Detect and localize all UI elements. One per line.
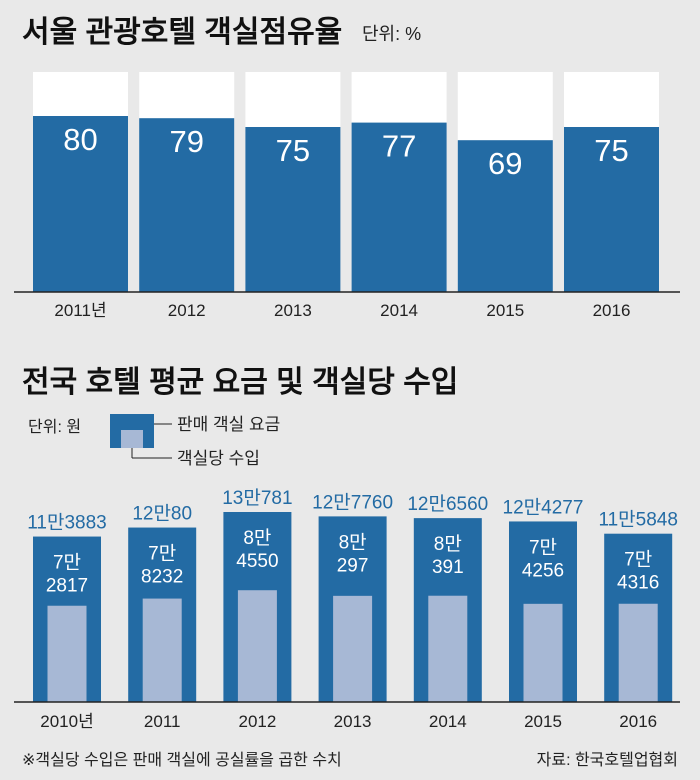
bar [139, 118, 235, 292]
legend-label-revenue: 객실당 수입 [177, 449, 260, 468]
data-label-revenue-rest: 297 [337, 555, 369, 576]
chart1-unit: 단위: % [362, 24, 421, 44]
data-label-revenue-man: 7만 [529, 536, 557, 558]
data-label-room-rate: 12만6560 [407, 493, 488, 515]
chart2-plot: 11만38837만28172010년12만807만8232201113만7818… [14, 487, 680, 731]
legend-swatch-revenue [121, 430, 143, 448]
data-label-revenue-man: 7만 [53, 552, 81, 574]
chart1-title: 서울 관광호텔 객실점유율 [22, 16, 342, 49]
x-tick-label: 2014 [380, 301, 418, 320]
chart1-plot: 80 2011년 79 2012 75 2013 77 2014 69 2015 75 2016 [14, 72, 680, 320]
data-label-revenue-rest: 4256 [522, 560, 564, 581]
data-label-revenue-man: 8만 [339, 531, 367, 553]
x-tick-label: 2010년 [40, 712, 93, 731]
chart2-legend: 판매 객실 요금 객실당 수입 [110, 414, 280, 468]
bar [351, 122, 447, 292]
bar-revenue [47, 605, 87, 702]
data-label-room-rate: 12만4277 [503, 496, 584, 518]
bar-revenue [142, 598, 182, 702]
data-label: 75 [594, 133, 628, 168]
chart2-title: 전국 호텔 평균 요금 및 객실당 수입 [22, 366, 458, 399]
data-label: 80 [63, 122, 97, 157]
bar-revenue [523, 603, 563, 702]
x-tick-label: 2015 [524, 712, 562, 731]
data-label-revenue-man: 7만 [148, 543, 176, 565]
data-label-revenue-man: 7만 [624, 549, 652, 571]
x-tick-label: 2012 [238, 712, 276, 731]
footnote: ※객실당 수입은 판매 객실에 공실률을 곱한 수치 [22, 751, 342, 769]
chart2-unit: 단위: 원 [28, 418, 81, 436]
data-label: 79 [169, 124, 203, 159]
x-tick-label: 2011 [144, 712, 181, 731]
bar [33, 116, 128, 292]
legend-label-room-rate: 판매 객실 요금 [177, 415, 280, 434]
data-label-room-rate: 11만5848 [598, 509, 677, 531]
bar [564, 127, 659, 292]
x-tick-label: 2011년 [54, 301, 106, 320]
data-label-revenue-rest: 4316 [617, 573, 659, 594]
data-label-revenue-man: 8만 [434, 533, 462, 555]
data-label-revenue-rest: 391 [432, 557, 464, 578]
data-label: 69 [488, 146, 522, 181]
x-tick-label: 2012 [168, 301, 206, 320]
x-tick-label: 2016 [619, 712, 657, 731]
data-label-room-rate: 11만3883 [27, 512, 106, 534]
data-label: 75 [276, 133, 310, 168]
bar-revenue [618, 603, 658, 702]
data-label-revenue-rest: 4550 [236, 551, 278, 572]
data-label-room-rate: 12만7760 [312, 491, 393, 513]
bar [245, 127, 341, 292]
data-label-room-rate: 12만80 [132, 503, 192, 525]
source: 자료: 한국호텔업협회 [537, 751, 678, 769]
data-label: 77 [382, 129, 416, 164]
data-label-revenue-man: 8만 [243, 527, 271, 549]
x-tick-label: 2013 [274, 301, 312, 320]
bar-revenue [333, 595, 373, 702]
data-label-room-rate: 13만781 [222, 487, 292, 509]
x-tick-label: 2013 [334, 712, 372, 731]
x-tick-label: 2014 [429, 712, 467, 731]
data-label-revenue-rest: 8232 [141, 567, 183, 588]
data-label-revenue-rest: 2817 [46, 576, 88, 597]
bar-revenue [237, 590, 277, 702]
x-tick-label: 2016 [593, 301, 631, 320]
bar [457, 140, 553, 292]
bar-revenue [428, 595, 468, 702]
x-tick-label: 2015 [486, 301, 524, 320]
